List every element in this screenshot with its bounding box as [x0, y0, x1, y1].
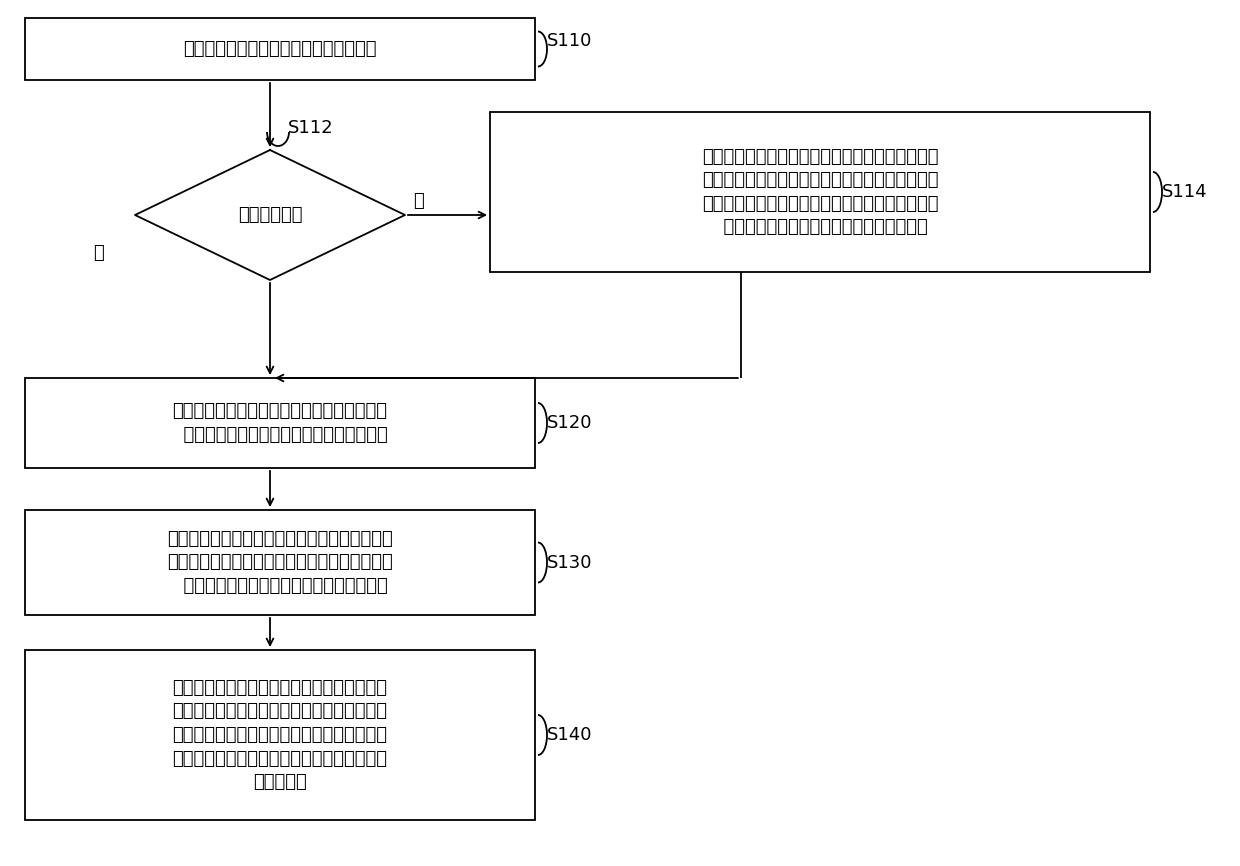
- Polygon shape: [135, 150, 405, 280]
- Text: 发送下料指令至卷帘电机并计时下料时长，下料指
令用于控制卷帘电机抬升卷帘下料，在下料时长达
到预设下料时长后，发送电机关闭指令，电机关闭
  指令用于控制卷帘电: 发送下料指令至卷帘电机并计时下料时长，下料指 令用于控制卷帘电机抬升卷帘下料，在…: [702, 147, 939, 236]
- Bar: [25, 650, 534, 820]
- Bar: [490, 112, 1149, 272]
- Text: 发送下料指令至卷帘电机并计时下料时长，下
料指令用于控制卷帘电机抬升卷帘下料，在下
料时长达到预设下料时长后，发送电机关闭指
令，电机关闭指令用于控制卷帘电机下: 发送下料指令至卷帘电机并计时下料时长，下 料指令用于控制卷帘电机抬升卷帘下料，在…: [172, 679, 387, 792]
- Text: 当料塔启动送料时，发送启动控制指令至送料
  装置，启动控制指令用于控制送料装置启动: 当料塔启动送料时，发送启动控制指令至送料 装置，启动控制指令用于控制送料装置启动: [172, 402, 388, 443]
- Text: 检测送料装置是否满足预设关闭条件，当检测到
送料装置满足预设关闭条件时，发送关闭指令至
  送料装置，关闭指令用于控制送料装置关闭: 检测送料装置是否满足预设关闭条件，当检测到 送料装置满足预设关闭条件时，发送关闭…: [167, 530, 393, 595]
- Text: 是: 是: [413, 192, 424, 210]
- Text: S110: S110: [547, 32, 593, 50]
- Text: 发送用于控制料塔送料的送料指令至料塔: 发送用于控制料塔送料的送料指令至料塔: [184, 40, 377, 58]
- Text: S140: S140: [547, 726, 593, 744]
- Bar: [25, 18, 534, 80]
- Bar: [25, 510, 534, 615]
- Text: S114: S114: [1162, 183, 1208, 201]
- Text: 否: 否: [93, 244, 104, 262]
- Text: 是否清洁料斗: 是否清洁料斗: [238, 206, 303, 224]
- Text: S120: S120: [547, 414, 593, 432]
- Text: S130: S130: [547, 553, 593, 572]
- Text: S112: S112: [288, 119, 334, 137]
- Bar: [25, 378, 534, 468]
